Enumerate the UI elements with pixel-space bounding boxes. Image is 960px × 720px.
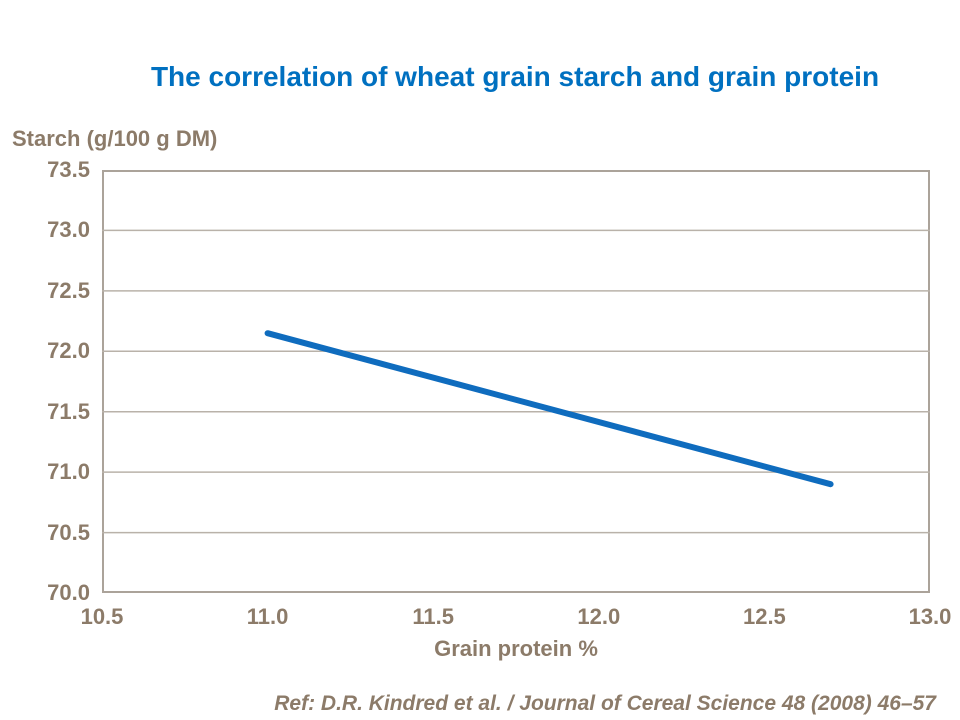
x-tick-label: 10.5	[80, 604, 124, 629]
y-tick-label: 71.0	[47, 459, 90, 485]
y-tick-label: 72.0	[47, 338, 90, 364]
x-tick-label: 12.5	[742, 604, 786, 629]
reference-citation: Ref: D.R. Kindred et al. / Journal of Ce…	[274, 692, 936, 715]
y-tick-label: 73.5	[47, 157, 90, 182]
y-tick-label: 70.5	[47, 519, 90, 545]
chart-title: The correlation of wheat grain starch an…	[150, 60, 880, 92]
y-tick-label: 71.5	[47, 398, 90, 424]
y-tick-label: 72.5	[47, 277, 90, 303]
x-tick-label: 13.0	[908, 604, 952, 629]
x-tick-label: 11.0	[246, 604, 289, 629]
y-tick-label: 70.0	[47, 580, 90, 605]
y-tick-label: 73.0	[47, 217, 90, 243]
x-axis-title: Grain protein %	[434, 636, 598, 661]
x-tick-label: 11.5	[412, 604, 454, 629]
trend-line	[264, 330, 834, 488]
plot-area	[102, 170, 930, 593]
x-tick-label: 12.0	[577, 604, 621, 629]
y-axis-title: Starch (g/100 g DM)	[12, 126, 218, 151]
trend-line-chart	[102, 229, 930, 534]
